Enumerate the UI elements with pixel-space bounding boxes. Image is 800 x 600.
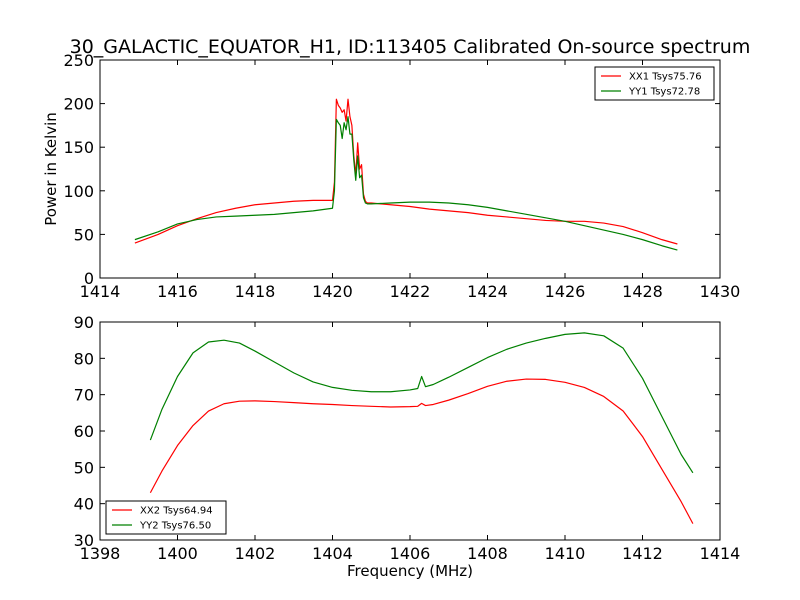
plot-2: 1398 1400 1402 1404 1406 1408 1410 1412 1414 30 40… [74, 313, 741, 580]
plots-container: 1414 1416 1418 1420 1422 1424 1426 1428 14300501… [42, 51, 740, 580]
y-tick-label: 200 [63, 95, 94, 114]
x-tick-label: 1402 [235, 544, 276, 563]
y-tick-label: 50 [74, 458, 94, 477]
legend-entry-label: XX1 Tsys75.76 [629, 72, 702, 83]
x-tick-label: 1400 [157, 544, 198, 563]
x-tick-label: 1428 [622, 282, 663, 301]
series-line-1-1 [134, 98, 678, 245]
y-tick-label: 150 [63, 138, 94, 157]
x-tick-label: 1404 [312, 544, 353, 563]
legend-entry-label: YY1 Tsys72.78 [628, 87, 700, 98]
legend-entry-label: YY2 Tsys76.50 [139, 521, 211, 532]
legend: XX2 Tsys64.94 YY2 Tsys76.50 [105, 500, 227, 535]
y-tick-label: 0 [84, 269, 94, 288]
legend-box [594, 66, 715, 101]
x-tick-label: 1422 [390, 282, 431, 301]
plot-1: 1414 1416 1418 1420 1422 1424 1426 1428 1430 0 50 1… [42, 51, 740, 301]
x-tick-label: 1418 [235, 282, 276, 301]
x-tick-label: 1398 [80, 544, 121, 563]
y-tick-label: 80 [74, 349, 94, 368]
y-tick-label: 250 [63, 51, 94, 70]
series-line-2-1 [149, 378, 694, 524]
series-line-2-2 [149, 332, 694, 474]
figure-title: 30_GALACTIC_EQUATOR_H1, ID:113405 Calibr… [70, 36, 751, 58]
y-tick-label: 70 [74, 386, 94, 405]
x-tick-label: 1408 [467, 544, 508, 563]
x-tick-label: 1420 [312, 282, 353, 301]
x-tick-label: 1424 [467, 282, 508, 301]
x-tick-label: 1414 [700, 544, 741, 563]
legend-box [105, 500, 227, 535]
x-tick-label: 1416 [157, 282, 198, 301]
y-tick-label: 40 [74, 495, 94, 514]
y-tick-label: 60 [74, 422, 94, 441]
x-tick-label: 1406 [390, 544, 431, 563]
x-tick-label: 1426 [545, 282, 586, 301]
x-tick-label: 1414 [80, 282, 121, 301]
x-tick-label: 1410 [545, 544, 586, 563]
y-tick-label: 30 [74, 531, 94, 550]
series-line-1-2 [134, 116, 678, 251]
legend-entry-label: XX2 Tsys64.94 [140, 506, 213, 517]
legend: XX1 Tsys75.76 YY1 Tsys72.78 [594, 66, 715, 101]
x-tick-label: 1430 [700, 282, 741, 301]
x-tick-label: 1412 [622, 544, 663, 563]
y-tick-label: 90 [74, 313, 94, 332]
y-axis-label: Power in Kelvin [42, 112, 60, 226]
x-axis-label: Frequency (MHz) [347, 562, 473, 580]
y-tick-label: 100 [63, 182, 94, 201]
y-tick-label: 50 [74, 225, 94, 244]
